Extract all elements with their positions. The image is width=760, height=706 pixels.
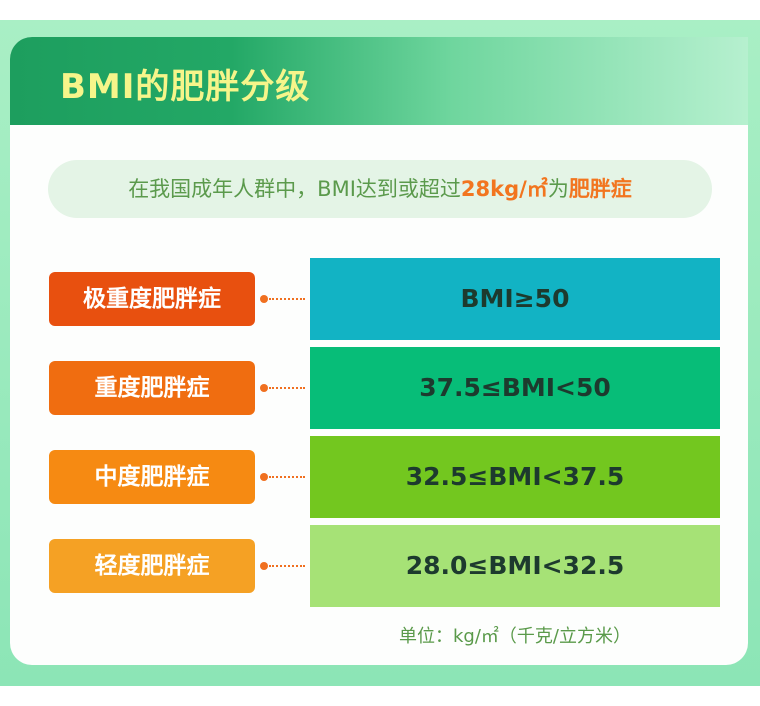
header-band: BMI的肥胖分级	[10, 37, 748, 125]
connector	[260, 473, 306, 481]
connector-dot	[260, 295, 268, 303]
connector-line	[269, 387, 305, 389]
intro-middle: 为	[547, 177, 569, 201]
page-title: BMI的肥胖分级	[60, 67, 311, 107]
level-label: 轻度肥胖症	[49, 539, 255, 593]
infographic-card: BMI的肥胖分级 在我国成年人群中，BMI达到或超过28kg/㎡为肥胖症 极重度…	[10, 37, 748, 665]
bmi-range-box: 28.0≤BMI<32.5	[310, 525, 720, 607]
connector-line	[269, 476, 305, 478]
intro-banner: 在我国成年人群中，BMI达到或超过28kg/㎡为肥胖症	[48, 160, 712, 218]
unit-note: 单位：kg/㎡（千克/立方米）	[399, 626, 631, 647]
connector	[260, 562, 306, 570]
intro-prefix: 在我国成年人群中，BMI达到或超过	[128, 177, 461, 201]
connector-line	[269, 565, 305, 567]
bmi-range-box: 32.5≤BMI<37.5	[310, 436, 720, 518]
level-label: 重度肥胖症	[49, 361, 255, 415]
intro-threshold: 28kg/㎡	[460, 177, 548, 201]
bmi-range-box: 37.5≤BMI<50	[310, 347, 720, 429]
intro-term: 肥胖症	[568, 177, 632, 201]
level-label: 极重度肥胖症	[49, 272, 255, 326]
connector-dot	[260, 384, 268, 392]
connector	[260, 295, 306, 303]
connector	[260, 384, 306, 392]
bmi-range-box: BMI≥50	[310, 258, 720, 340]
connector-dot	[260, 473, 268, 481]
connector-dot	[260, 562, 268, 570]
connector-line	[269, 298, 305, 300]
level-label: 中度肥胖症	[49, 450, 255, 504]
